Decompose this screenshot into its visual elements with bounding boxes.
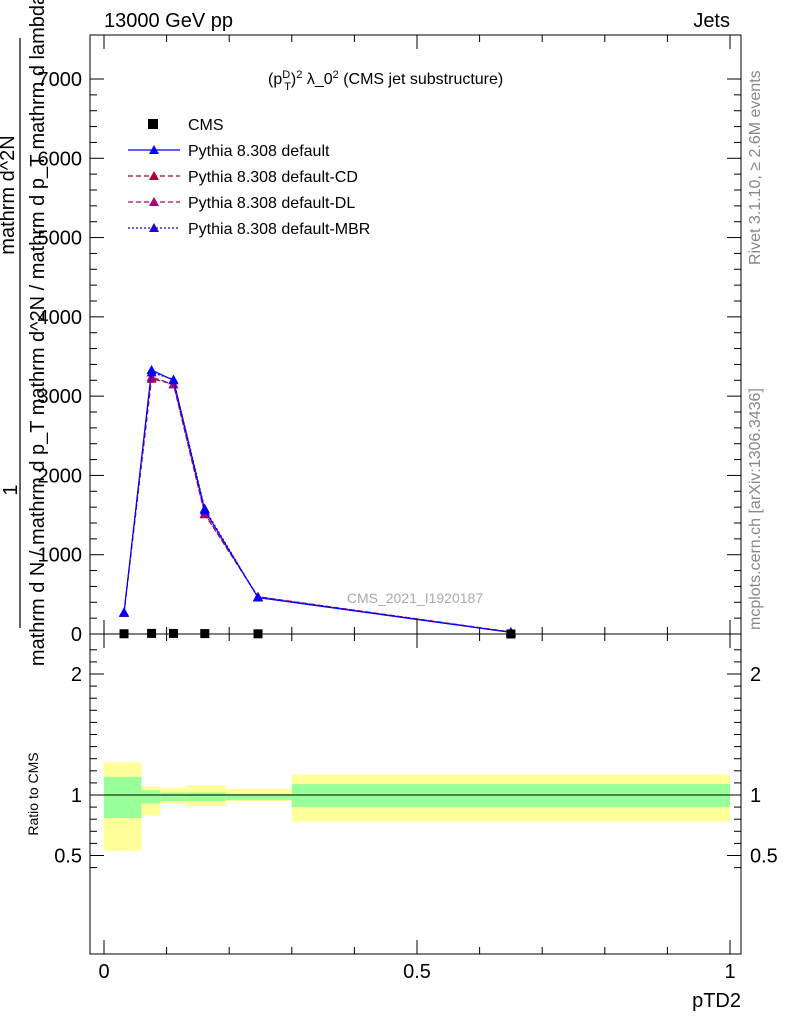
- main-y-tick-labels: 0 1000 2000 3000 4000 5000 6000 7000: [38, 69, 83, 646]
- legend-marker-dl: [149, 197, 159, 206]
- x-tick-label: 0.5: [403, 961, 431, 983]
- main-y-tick-label: 1000: [38, 545, 83, 567]
- main-y-tick-label: 0: [71, 624, 82, 646]
- header-left: 13000 GeV pp: [104, 10, 233, 32]
- y-title-one: 1: [0, 484, 22, 495]
- data-point-cms: [168, 628, 178, 638]
- legend-marker-cms: [148, 119, 158, 129]
- main-y-tick-label: 6000: [38, 148, 83, 170]
- data-point-cms: [147, 628, 157, 638]
- ratio-y-tick-label: 0.5: [54, 846, 82, 868]
- ratio-y-tick-label-right: 0.5: [750, 846, 778, 868]
- ratio-band-inner: [185, 792, 227, 802]
- main-y-tick-label: 5000: [38, 228, 83, 250]
- ratio-y-tick-label: 2: [71, 664, 82, 686]
- legend-marker-default: [149, 145, 159, 154]
- ratio-frame: [89, 633, 742, 955]
- legend-label-data: CMS: [188, 117, 224, 134]
- series-point-default: [199, 505, 210, 515]
- ratio-y-tick-labels: 0.5 0.5 1 1 2 2: [54, 664, 778, 868]
- ratio-plot-panel: 0.5 0.51 12 2 0 0.5 1 Ratio to CMS pTD2: [25, 633, 778, 1012]
- ratio-band-inner: [291, 784, 730, 808]
- main-y-tick-label: 2000: [38, 465, 83, 487]
- plot-title: (pD T)2 λ_02 (CMS jet substructure): [268, 69, 503, 93]
- ratio-band-inner: [141, 790, 161, 804]
- ratio-band-inner: [104, 776, 142, 818]
- x-tick-label: 1: [724, 961, 735, 983]
- legend-label-default: Pythia 8.308 default: [188, 143, 330, 160]
- main-axis-ticks: [90, 35, 741, 635]
- legend-label-cd: Pythia 8.308 default-CD: [188, 169, 358, 186]
- ratio-y-tick-label: 1: [71, 785, 82, 807]
- legend-label-mbr: Pythia 8.308 default-MBR: [188, 221, 370, 238]
- legend-marker-cd: [149, 171, 159, 180]
- main-y-axis-title: 1 mathrm d N / mathrm d p_T mathrm d^2N …: [0, 0, 49, 666]
- series-line-default: [123, 369, 511, 634]
- main-y-tick-label: 3000: [38, 386, 83, 408]
- x-axis-title: pTD2: [692, 990, 741, 1012]
- ratio-band-inner: [160, 792, 186, 802]
- ratio-bands: [104, 762, 730, 851]
- x-tick-labels: 0 0.5 1: [98, 961, 735, 983]
- series-point-default: [146, 364, 157, 374]
- main-y-tick-label: 7000: [38, 69, 83, 91]
- y-title-denominator: mathrm d N / mathrm d p_T mathrm d^2N / …: [27, 0, 49, 666]
- watermark: CMS_2021_I1920187: [347, 590, 483, 606]
- mcplots-label: mcplots.cern.ch [arXiv:1306.3436]: [747, 388, 764, 630]
- x-tick-label: 0: [98, 961, 109, 983]
- ratio-band-inner: [226, 793, 292, 800]
- legend-marker-mbr: [149, 223, 159, 232]
- main-plot-panel: 0 1000 2000 3000 4000 5000 6000 7000 CMS_2021_I…: [38, 34, 742, 646]
- ratio-y-tick-label-right: 2: [750, 664, 761, 686]
- legend: CMS Pythia 8.308 default Pythia 8.308 defa…: [128, 117, 370, 238]
- ratio-y-tick-label-right: 1: [750, 785, 761, 807]
- main-y-tick-label: 4000: [38, 307, 83, 329]
- ratio-y-title: Ratio to CMS: [25, 752, 41, 835]
- series-point-default: [119, 607, 130, 617]
- header-right: Jets: [693, 10, 730, 32]
- y-title-numerator: mathrm d^2N: [0, 135, 19, 254]
- series-point-default: [252, 592, 263, 602]
- rivet-label: Rivet 3.1.10, ≥ 2.6M events: [747, 70, 764, 265]
- legend-label-dl: Pythia 8.308 default-DL: [188, 195, 355, 212]
- series-point-default: [168, 375, 179, 385]
- ratio-axis-ticks: [90, 634, 741, 954]
